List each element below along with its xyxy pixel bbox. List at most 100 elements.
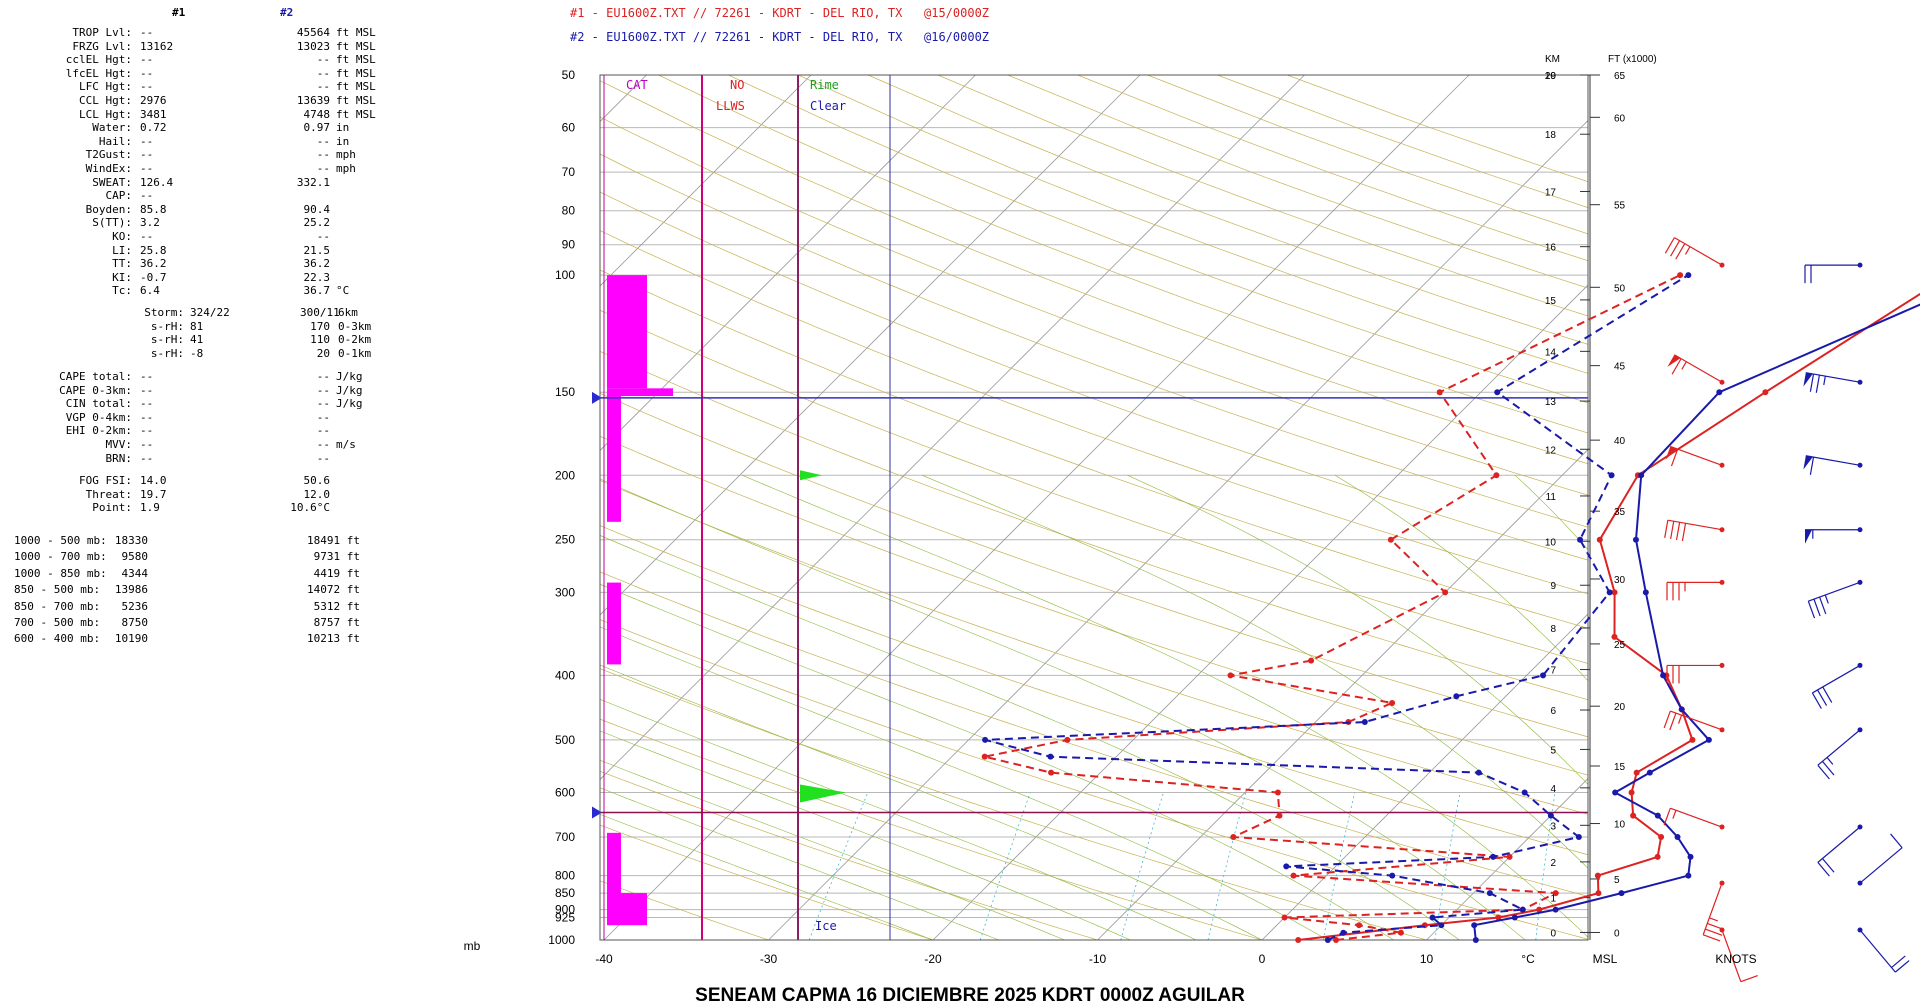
barb-feather xyxy=(1816,375,1819,393)
barb-feather xyxy=(1810,457,1813,475)
data-point xyxy=(1282,914,1288,920)
moist-adiabat xyxy=(360,475,1394,940)
barb-staff xyxy=(1674,238,1722,266)
dry-adiabat xyxy=(449,75,1920,954)
barb-staff xyxy=(1818,730,1860,765)
data-point xyxy=(1618,890,1624,896)
wind-barb xyxy=(1667,355,1724,385)
data-point xyxy=(1295,937,1301,943)
data-point xyxy=(1473,937,1479,943)
dry-adiabat xyxy=(1217,75,1920,954)
data-point xyxy=(1291,873,1297,879)
dry-adiabat xyxy=(0,75,1920,954)
pressure-tick-label: 850 xyxy=(555,886,575,900)
temp-tick-label: -20 xyxy=(924,952,942,966)
moist-adiabat xyxy=(1662,475,1920,940)
isotherm xyxy=(0,75,318,940)
wind-barbs xyxy=(1664,238,1909,982)
data-point xyxy=(1512,914,1518,920)
barb-half-feather xyxy=(1682,362,1687,370)
dry-adiabat xyxy=(170,75,1920,954)
isotherm xyxy=(1098,75,1920,940)
wind-barb xyxy=(1805,527,1863,544)
cat-bar xyxy=(607,388,673,396)
data-point xyxy=(1493,472,1499,478)
data-point xyxy=(1389,700,1395,706)
data-point xyxy=(1660,672,1666,678)
temp-tick-label: -10 xyxy=(1089,952,1107,966)
wind-barb xyxy=(1818,727,1863,779)
moist-adiabat xyxy=(592,475,1525,940)
wind-barb xyxy=(1667,663,1725,684)
llws-label: LLWS xyxy=(716,99,745,113)
chart-title: SENEAM CAPMA 16 DICIEMBRE 2025 KDRT 0000… xyxy=(600,985,1340,1007)
wind-barb xyxy=(1665,238,1724,268)
pressure-tick-label: 250 xyxy=(555,533,575,547)
data-point xyxy=(1325,937,1331,943)
data-point xyxy=(1476,770,1482,776)
ft-tick-label: 45 xyxy=(1614,362,1626,373)
pressure-tick-label: 50 xyxy=(562,68,576,82)
data-point xyxy=(1276,813,1282,819)
dry-adiabat xyxy=(798,75,1920,954)
km-tick-label: 17 xyxy=(1545,187,1557,198)
data-point xyxy=(1283,863,1289,869)
series-line-dewpoint xyxy=(985,275,1688,940)
rime-label: Rime xyxy=(810,78,839,92)
barb-feather xyxy=(1808,601,1814,618)
data-point xyxy=(1308,658,1314,664)
barb-staff xyxy=(1860,930,1895,972)
pressure-tick-label: 200 xyxy=(555,468,575,482)
barb-half-feather xyxy=(1679,715,1682,723)
pressure-tick-label: 70 xyxy=(562,165,576,179)
data-point xyxy=(1685,873,1691,879)
data-point xyxy=(1548,813,1554,819)
wind-barb xyxy=(1664,711,1724,732)
km-tick-label: 12 xyxy=(1545,445,1557,456)
data-point xyxy=(1540,672,1546,678)
pressure-tick-label: 600 xyxy=(555,786,575,800)
barb-half-feather xyxy=(1825,595,1828,603)
dry-adiabat xyxy=(938,75,1920,954)
km-tick-label: 5 xyxy=(1550,745,1556,756)
data-point xyxy=(1389,873,1395,879)
icing-flag-icon xyxy=(800,470,822,480)
dry-adiabat xyxy=(0,75,977,954)
moist-adiabat xyxy=(119,475,1196,940)
cat-bar xyxy=(607,583,621,665)
barb-feather xyxy=(1703,935,1720,941)
km-tick-label: 14 xyxy=(1545,347,1557,358)
pressure-tick-label: 80 xyxy=(562,204,576,218)
ft-tick-label: 40 xyxy=(1614,436,1626,447)
data-point xyxy=(1227,672,1233,678)
cat-bar xyxy=(607,893,647,925)
ft-tick-label: 65 xyxy=(1614,71,1626,82)
pressure-tick-label: 500 xyxy=(555,733,575,747)
isotherm xyxy=(604,75,1469,940)
data-point xyxy=(1607,589,1613,595)
data-point xyxy=(1655,813,1661,819)
dry-adiabat xyxy=(1008,75,1920,954)
data-point xyxy=(1629,790,1635,796)
barb-staff xyxy=(1818,827,1860,862)
barb-feather xyxy=(1820,597,1826,614)
barb-feather xyxy=(1682,523,1685,541)
data-point xyxy=(1658,834,1664,840)
dry-adiabat xyxy=(1287,75,1920,954)
data-point xyxy=(1633,537,1639,543)
barb-feather xyxy=(1671,521,1674,539)
data-point xyxy=(1553,907,1559,913)
data-point xyxy=(1494,389,1500,395)
barb-half-feather xyxy=(1673,810,1676,818)
pressure-tick-label: 150 xyxy=(555,385,575,399)
km-label: KM xyxy=(1545,54,1560,65)
wind-barb xyxy=(1808,580,1862,618)
grid-lines xyxy=(0,75,1920,954)
moist-adiabat xyxy=(56,475,1130,940)
barb-feather xyxy=(1810,374,1813,392)
header-line-1: #1 - EU1600Z.TXT // 72261 - KDRT - DEL R… xyxy=(570,6,989,20)
ft-tick-label: 10 xyxy=(1614,820,1626,831)
km-tick-label: 13 xyxy=(1545,397,1557,408)
isotherm xyxy=(1591,75,1920,940)
temp-tick-label: 0 xyxy=(1259,952,1266,966)
